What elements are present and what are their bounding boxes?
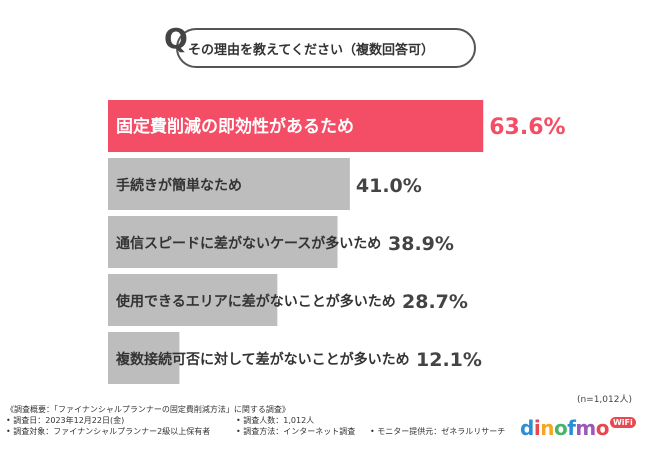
- bar-value-label: 63.6%: [489, 115, 565, 140]
- bar: [108, 274, 278, 326]
- survey-title: 《調査概要：「ファイナンシャルプランナーの固定費削減方法」に関する調査》: [6, 405, 290, 414]
- bar: [108, 216, 338, 268]
- bar: [108, 100, 484, 152]
- logo-letter: m: [575, 416, 596, 440]
- sample-size: (n=1,012人): [576, 395, 632, 405]
- dinofmo-logo: dinofmo WiFi: [520, 416, 636, 440]
- logo-letter: f: [567, 416, 576, 440]
- question-header: Q その理由を教えてください（複数回答可）: [158, 22, 488, 74]
- question-letter: Q: [164, 22, 188, 55]
- bar-value-label: 12.1%: [416, 349, 482, 371]
- logo-letter: o: [553, 416, 568, 440]
- survey-provider: • モニター提供元：ゼネラルリサーチ: [370, 427, 506, 436]
- logo-letter: o: [595, 416, 610, 440]
- bar-category-label: 手続きが簡単なため: [116, 177, 242, 194]
- question-text: その理由を教えてください（複数回答可）: [188, 43, 434, 58]
- bar: [108, 332, 180, 384]
- survey-respondents: • 調査人数：1,012人: [236, 416, 315, 425]
- bar-category-label: 使用できるエリアに差がないことが多いため: [115, 293, 396, 310]
- question-bubble: [176, 28, 476, 68]
- bar-value-label: 28.7%: [402, 291, 468, 313]
- bar-value-label: 38.9%: [388, 233, 454, 255]
- survey-target: • 調査対象：ファイナンシャルプランナー2級以上保有者: [6, 427, 211, 436]
- survey-footer: 《調査概要：「ファイナンシャルプランナーの固定費削減方法」に関する調査》 • 調…: [6, 404, 505, 437]
- logo-letter: i: [533, 416, 541, 440]
- bar-category-label: 固定費削減の即効性があるため: [116, 116, 354, 137]
- wifi-badge: WiFi: [609, 417, 636, 428]
- logo-letter: d: [520, 416, 534, 440]
- survey-date: • 調査日：2023年12月22日(金): [6, 416, 125, 425]
- bar-value-label: 41.0%: [356, 175, 422, 197]
- logo-letter: n: [540, 416, 554, 440]
- survey-method: • 調査方法：インターネット調査: [236, 427, 356, 436]
- bar: [108, 158, 350, 210]
- bar-category-label: 通信スピードに差がないケースが多いため: [116, 235, 381, 252]
- bar-category-label: 複数接続可否に対して差がないことが多いため: [115, 351, 410, 368]
